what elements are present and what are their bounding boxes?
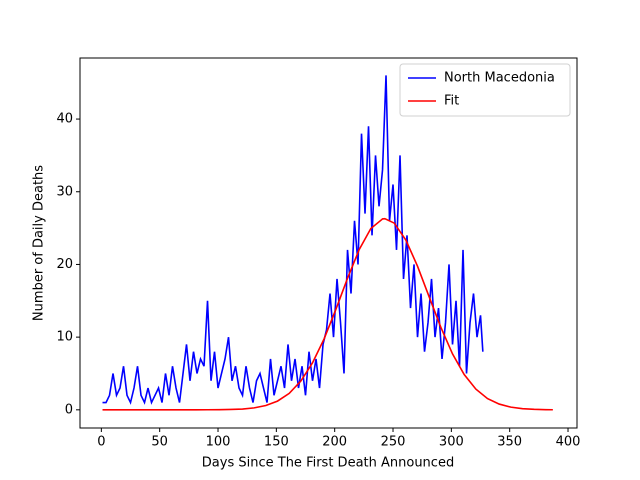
x-axis-label: Days Since The First Death Announced (202, 456, 454, 471)
y-tick-label: 40 (56, 112, 73, 127)
legend-box (399, 63, 571, 117)
x-tick-label: 0 (97, 435, 105, 450)
x-tick-label: 150 (264, 435, 289, 450)
y-axis-label: Number of Daily Deaths (32, 165, 47, 321)
x-tick-label: 100 (206, 435, 231, 450)
x-tick-label: 200 (322, 435, 347, 450)
y-tick-label: 20 (56, 257, 73, 272)
x-tick-label: 50 (151, 435, 168, 450)
y-tick-label: 30 (56, 184, 73, 199)
data-line (102, 75, 484, 405)
legend-label: North Macedonia (444, 71, 555, 86)
legend-label: Fit (444, 94, 459, 109)
x-tick-label: 350 (497, 435, 522, 450)
x-tick-label: 250 (381, 435, 406, 450)
data-line (102, 217, 553, 411)
y-tick-label: 0 (65, 402, 73, 417)
plot-frame (79, 57, 578, 429)
y-tick-label: 10 (56, 330, 73, 345)
x-tick-label: 400 (556, 435, 581, 450)
x-tick-label: 300 (439, 435, 464, 450)
